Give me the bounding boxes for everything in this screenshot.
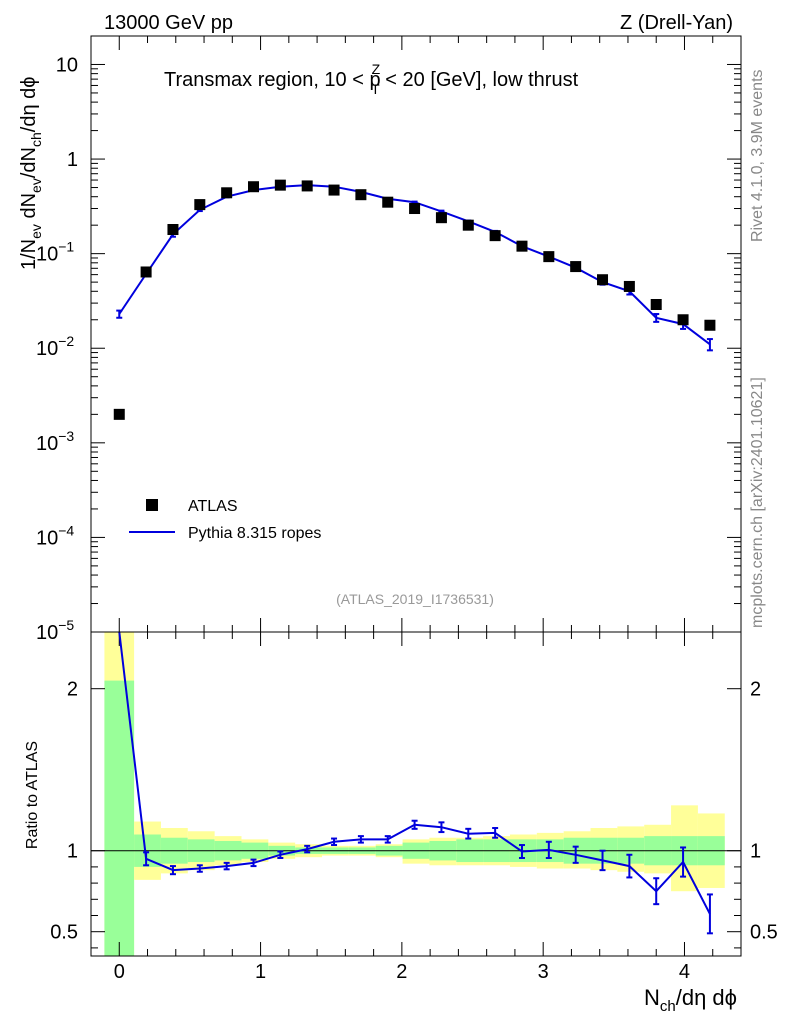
rivet-side-label: Rivet 4.1.0, 3.9M events	[749, 69, 766, 242]
legend-data-marker	[146, 499, 158, 511]
y-tick-label: 10−4	[36, 522, 74, 549]
process-label: Z (Drell-Yan)	[620, 12, 733, 34]
main-axis-ticks	[90, 35, 741, 633]
analysis-label: (ATLAS_2019_I1736531)	[336, 591, 494, 607]
inner-band-segment	[104, 680, 135, 956]
data-point	[462, 219, 474, 231]
ratio-y-tick-label: 2	[67, 679, 78, 701]
data-point	[355, 189, 367, 201]
y-tick-label: 10−1	[36, 239, 74, 266]
y-tick-label: 1	[67, 149, 78, 171]
y-tick-label: 10−2	[36, 333, 74, 360]
data-point	[623, 280, 635, 292]
x-axis-label: Nch/dη dϕ	[644, 985, 737, 1015]
main-panel: 10 1 10−1 10−2 10−3 10−4 10−5 Transmax region,…	[18, 35, 742, 644]
data-point	[113, 408, 125, 420]
energy-label: 13000 GeV pp	[104, 12, 233, 34]
y-tick-label: 10−3	[36, 428, 74, 455]
ratio-y-tick-label-right: 0.5	[750, 922, 778, 944]
ratio-data-marks	[118, 631, 713, 935]
x-tick-label: 1	[255, 961, 266, 983]
ratio-axis-ticks	[90, 632, 741, 956]
data-point	[248, 181, 259, 193]
data-point	[221, 187, 233, 199]
ratio-y-axis-label: Ratio to ATLAS	[24, 741, 41, 849]
data-point	[274, 179, 286, 191]
x-tick-label: 0	[114, 961, 125, 983]
legend-data-label: ATLAS	[188, 498, 238, 515]
data-point	[677, 314, 689, 326]
main-y-axis-label: 1/Nev dNev/dNch/dη dϕ	[18, 77, 44, 270]
legend-mc-label: Pythia 8.315 ropes	[188, 525, 321, 542]
ratio-panel: 0.5 0.5 1 1 2 2 0 1 2 3 4 Ratio to ATLAS Nch/dη dϕ	[24, 631, 778, 1015]
main-frame	[90, 35, 742, 633]
x-tick-label: 3	[538, 961, 549, 983]
data-point	[597, 274, 609, 286]
main-data-marks	[113, 179, 716, 420]
y-tick-label: 10−5	[36, 617, 74, 644]
main-title: Transmax region, 10 < pZ T < 20 [GeV], lo…	[164, 61, 579, 97]
ratio-tick-labels: 0.5 0.5 1 1 2 2 0 1 2 3 4	[50, 679, 778, 983]
data-point	[543, 251, 555, 263]
data-point	[409, 203, 421, 215]
ratio-y-tick-label: 1	[67, 841, 78, 863]
data-point	[301, 180, 313, 192]
data-point	[489, 230, 501, 242]
data-point	[140, 266, 152, 278]
x-tick-label: 4	[679, 961, 690, 983]
x-tick-label: 2	[396, 961, 407, 983]
ratio-y-tick-label-right: 2	[750, 679, 761, 701]
ratio-y-tick-label-right: 1	[750, 841, 761, 863]
data-point	[570, 261, 582, 273]
data-point	[704, 319, 716, 331]
data-point	[435, 212, 447, 224]
mcplots-side-label: mcplots.cern.ch [arXiv:2401.10621]	[749, 377, 766, 628]
data-point	[382, 196, 394, 208]
y-tick-label: 10	[56, 54, 78, 76]
data-point	[516, 240, 528, 252]
data-point	[167, 224, 179, 236]
ratio-y-tick-label: 0.5	[50, 922, 78, 944]
ratio-uncertainty-bands	[104, 632, 725, 956]
data-point	[194, 199, 206, 211]
data-point	[328, 184, 340, 196]
ratio-frame	[90, 631, 742, 957]
main-y-tick-labels: 10 1 10−1 10−2 10−3 10−4 10−5	[36, 54, 78, 644]
data-point	[650, 298, 662, 310]
